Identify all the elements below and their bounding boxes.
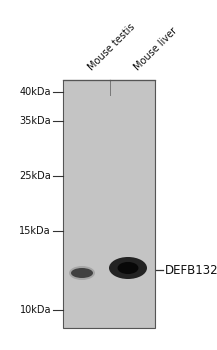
Text: Mouse testis: Mouse testis [87,21,137,72]
Ellipse shape [109,257,147,279]
Text: 25kDa: 25kDa [19,171,51,181]
Text: 10kDa: 10kDa [20,305,51,315]
Ellipse shape [71,268,93,278]
Text: 15kDa: 15kDa [19,226,51,236]
Bar [63,80,155,328]
Bar [64,81,154,327]
Text: DEFB132: DEFB132 [165,264,217,276]
Text: Mouse liver: Mouse liver [133,25,179,72]
Text: 35kDa: 35kDa [19,116,51,126]
Ellipse shape [69,266,95,280]
Text: 40kDa: 40kDa [20,87,51,97]
Ellipse shape [118,262,138,274]
